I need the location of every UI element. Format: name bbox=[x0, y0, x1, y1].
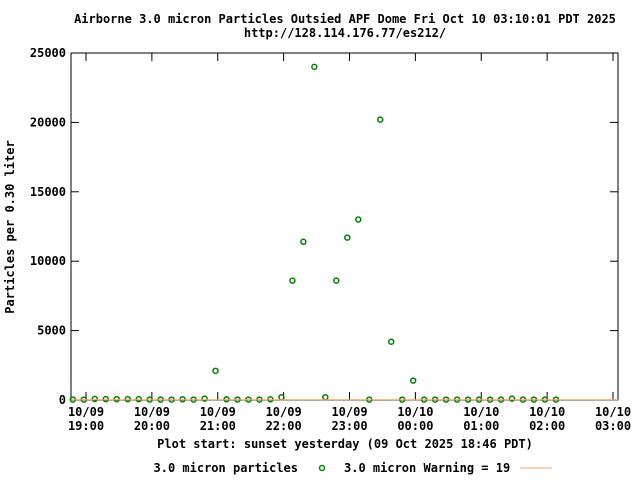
data-point bbox=[278, 393, 285, 401]
data-point bbox=[113, 395, 120, 403]
x-axis-ticks: 10/0919:0010/0920:0010/0921:0010/0922:00… bbox=[68, 53, 631, 433]
x-tick-date: 10/10 bbox=[397, 405, 433, 419]
x-tick-date: 10/10 bbox=[595, 405, 631, 419]
data-point bbox=[344, 234, 351, 241]
legend-label-particles: 3.0 micron particles bbox=[154, 461, 299, 475]
x-tick-time: 02:00 bbox=[529, 419, 565, 433]
data-point bbox=[311, 63, 318, 71]
data-point bbox=[201, 395, 208, 402]
x-tick-time: 21:00 bbox=[200, 419, 236, 433]
x-tick-date: 10/09 bbox=[200, 405, 236, 419]
data-point bbox=[289, 277, 296, 284]
x-tick-date: 10/10 bbox=[463, 405, 499, 419]
data-point bbox=[135, 395, 142, 403]
data-point bbox=[409, 377, 417, 384]
y-tick-label: 25000 bbox=[30, 46, 66, 60]
x-tick-time: 19:00 bbox=[68, 419, 104, 433]
data-point bbox=[124, 395, 131, 403]
y-axis-label: Particles per 0.30 liter bbox=[3, 140, 17, 313]
x-tick-time: 01:00 bbox=[463, 419, 499, 433]
chart-subtitle: http://128.114.176.77/es212/ bbox=[244, 26, 446, 40]
y-tick-label: 0 bbox=[59, 393, 66, 407]
data-point bbox=[387, 338, 395, 345]
x-tick-date: 10/09 bbox=[134, 405, 170, 419]
y-tick-label: 15000 bbox=[30, 185, 66, 199]
x-tick-time: 23:00 bbox=[331, 419, 367, 433]
legend-label-warning: 3.0 micron Warning = 19 bbox=[344, 461, 510, 475]
y-axis-ticks: 0 5000 10000 15000 20000 25000 bbox=[30, 46, 618, 407]
x-tick-date: 10/09 bbox=[331, 405, 367, 419]
x-axis-label: Plot start: sunset yesterday (09 Oct 202… bbox=[157, 437, 533, 451]
data-point bbox=[508, 395, 516, 402]
legend: 3.0 micron particles 3.0 micron Warning … bbox=[154, 461, 552, 475]
data-point bbox=[355, 216, 362, 223]
legend-marker-particles bbox=[318, 464, 326, 472]
data-point bbox=[333, 277, 340, 284]
y-tick-label: 10000 bbox=[30, 254, 66, 268]
y-tick-label: 20000 bbox=[30, 115, 66, 129]
data-point bbox=[102, 395, 110, 403]
x-tick-time: 03:00 bbox=[595, 419, 631, 433]
y-tick-label: 5000 bbox=[37, 324, 66, 338]
x-tick-time: 00:00 bbox=[397, 419, 433, 433]
data-point bbox=[91, 395, 99, 403]
data-point bbox=[322, 393, 329, 401]
x-tick-date: 10/09 bbox=[266, 405, 302, 419]
x-tick-time: 20:00 bbox=[134, 419, 170, 433]
chart-title: Airborne 3.0 micron Particles Outsied AP… bbox=[74, 12, 616, 26]
data-point bbox=[376, 116, 384, 123]
x-tick-date: 10/10 bbox=[529, 405, 565, 419]
data-points bbox=[69, 63, 618, 403]
data-point bbox=[212, 367, 219, 375]
data-point bbox=[300, 238, 307, 246]
x-tick-date: 10/09 bbox=[68, 405, 104, 419]
plot-area bbox=[70, 52, 619, 401]
x-tick-time: 22:00 bbox=[266, 419, 302, 433]
